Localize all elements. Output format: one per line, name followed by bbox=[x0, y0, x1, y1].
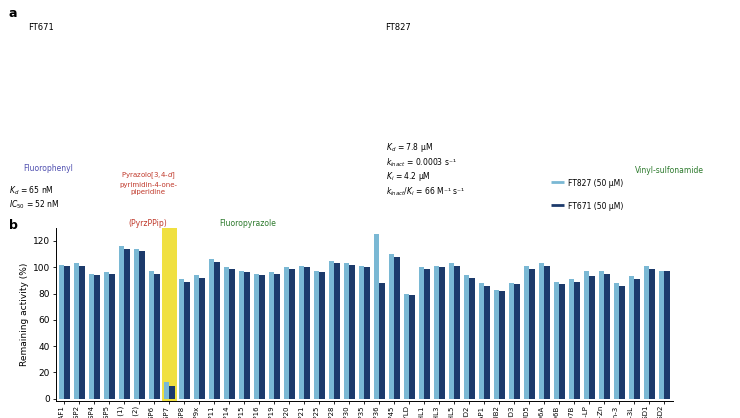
Text: Fluoropyrazole: Fluoropyrazole bbox=[220, 219, 276, 228]
Bar bbox=[409, 295, 415, 399]
Bar bbox=[559, 284, 565, 399]
Text: $K_d$ = 65 nM
$IC_{50}$ = 52 nM: $K_d$ = 65 nM $IC_{50}$ = 52 nM bbox=[9, 184, 59, 212]
Bar bbox=[179, 279, 184, 399]
Bar bbox=[194, 275, 200, 399]
Text: b: b bbox=[9, 219, 18, 232]
Bar bbox=[440, 267, 445, 399]
Bar bbox=[314, 271, 320, 399]
Bar bbox=[244, 273, 250, 399]
Bar bbox=[223, 267, 229, 399]
Bar bbox=[374, 234, 380, 399]
Bar bbox=[359, 266, 364, 399]
Bar bbox=[404, 293, 409, 399]
Bar bbox=[380, 283, 385, 399]
Bar bbox=[574, 282, 580, 399]
Bar bbox=[464, 275, 469, 399]
Bar bbox=[539, 263, 545, 399]
Bar bbox=[209, 259, 215, 399]
Bar bbox=[95, 275, 100, 399]
Bar bbox=[74, 263, 79, 399]
Bar bbox=[299, 266, 304, 399]
Bar bbox=[644, 266, 650, 399]
Bar bbox=[89, 274, 95, 399]
Bar bbox=[514, 284, 520, 399]
Bar bbox=[469, 278, 475, 399]
Bar bbox=[134, 249, 139, 399]
Bar bbox=[665, 271, 670, 399]
Bar bbox=[388, 254, 394, 399]
Text: $K_d$ = 7.8 μM
$k_{inact}$ = 0.0003 s⁻¹
$K_i$ = 4.2 μM
$k_{inact}$/$K_i$ = 66 M⁻: $K_d$ = 7.8 μM $k_{inact}$ = 0.0003 s⁻¹ … bbox=[386, 141, 465, 198]
Bar bbox=[434, 266, 440, 399]
Text: Pyrazolo[3,4-$d$]
pyrimidin-4-one-
piperidine: Pyrazolo[3,4-$d$] pyrimidin-4-one- piper… bbox=[119, 171, 177, 195]
Bar bbox=[524, 266, 529, 399]
Bar bbox=[629, 276, 634, 399]
Bar bbox=[184, 282, 190, 399]
Text: a: a bbox=[9, 7, 17, 20]
Text: FT827: FT827 bbox=[385, 23, 411, 32]
Bar bbox=[320, 273, 325, 399]
Bar bbox=[58, 265, 64, 399]
Bar bbox=[425, 268, 430, 399]
Bar bbox=[599, 271, 605, 399]
Text: FT671 (50 μM): FT671 (50 μM) bbox=[568, 201, 624, 211]
Bar bbox=[260, 275, 265, 399]
Bar bbox=[304, 267, 310, 399]
Bar bbox=[329, 261, 334, 399]
Bar bbox=[349, 265, 355, 399]
Text: Fluorophenyl: Fluorophenyl bbox=[23, 164, 73, 173]
Bar bbox=[239, 271, 244, 399]
Bar bbox=[64, 266, 70, 399]
Bar bbox=[448, 263, 454, 399]
Bar bbox=[605, 274, 610, 399]
Bar bbox=[394, 257, 400, 399]
Bar bbox=[104, 273, 110, 399]
Bar bbox=[139, 252, 145, 399]
Text: FT827 (50 μM): FT827 (50 μM) bbox=[568, 179, 624, 188]
Bar bbox=[269, 273, 275, 399]
Bar bbox=[454, 266, 460, 399]
Bar bbox=[110, 274, 115, 399]
Text: Vinyl-sulfonamide: Vinyl-sulfonamide bbox=[635, 166, 704, 175]
Bar bbox=[79, 266, 85, 399]
Bar bbox=[254, 274, 260, 399]
Bar bbox=[619, 285, 625, 399]
Bar bbox=[364, 267, 370, 399]
Bar bbox=[584, 271, 590, 399]
Bar bbox=[479, 283, 485, 399]
Bar bbox=[494, 290, 500, 399]
Bar bbox=[344, 263, 349, 399]
Bar bbox=[283, 267, 289, 399]
Bar bbox=[155, 274, 160, 399]
Bar bbox=[650, 268, 655, 399]
Bar bbox=[500, 291, 505, 399]
Bar bbox=[229, 268, 235, 399]
Bar bbox=[200, 278, 205, 399]
Bar bbox=[508, 283, 514, 399]
Text: (PyrzPPip): (PyrzPPip) bbox=[129, 219, 167, 228]
Bar bbox=[119, 246, 124, 399]
Bar bbox=[545, 266, 550, 399]
Bar bbox=[124, 249, 130, 399]
Text: FT671: FT671 bbox=[28, 23, 54, 32]
Bar bbox=[161, 228, 178, 401]
Bar bbox=[569, 279, 574, 399]
Bar bbox=[289, 268, 295, 399]
Bar bbox=[634, 279, 640, 399]
Bar bbox=[334, 263, 340, 399]
Bar bbox=[419, 267, 425, 399]
Bar bbox=[215, 262, 221, 399]
Bar bbox=[275, 274, 280, 399]
Bar bbox=[164, 382, 169, 399]
Bar bbox=[590, 276, 595, 399]
Bar bbox=[659, 271, 665, 399]
Bar bbox=[529, 268, 535, 399]
Bar bbox=[554, 282, 559, 399]
Bar bbox=[169, 385, 175, 399]
Bar bbox=[613, 283, 619, 399]
Bar bbox=[149, 271, 155, 399]
Y-axis label: Remaining activity (%): Remaining activity (%) bbox=[19, 263, 29, 366]
Bar bbox=[485, 285, 490, 399]
